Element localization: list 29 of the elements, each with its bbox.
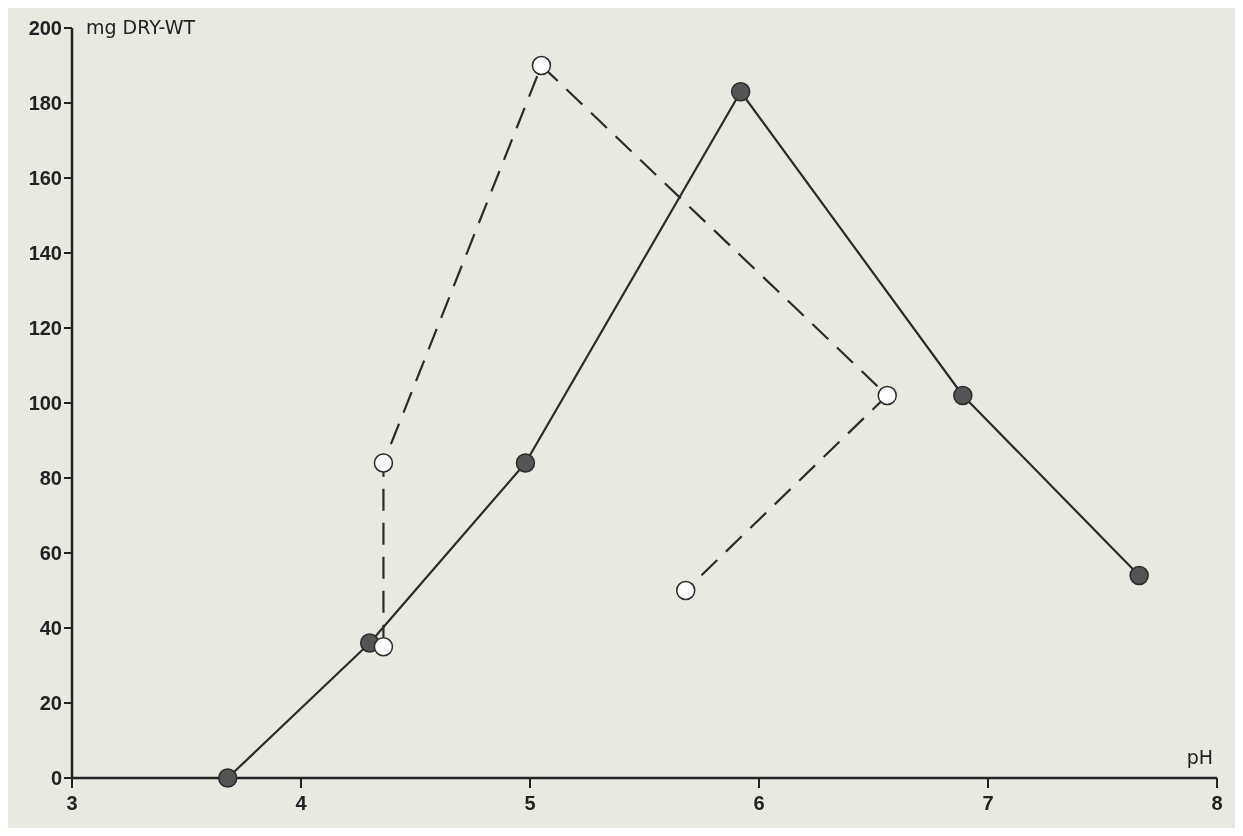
y-tick-label: 20 [39,692,62,714]
y-tick-label: 60 [39,542,62,564]
point [953,385,973,406]
point [531,55,552,76]
point [515,453,536,473]
y-tick-label: 40 [39,617,62,639]
y-axis-title: mg DRY-WT [86,16,196,38]
y-tick-label: 160 [28,167,62,189]
x-tick-label: 3 [66,792,78,814]
point [1129,565,1149,586]
x-tick-label: 4 [295,792,308,814]
y-tick-label: 180 [28,92,62,114]
point [730,82,751,102]
y-tick-label: 200 [28,17,62,39]
point [217,768,238,788]
y-tick-label: 140 [28,242,62,264]
x-tick-label: 5 [524,792,536,814]
point [373,453,394,473]
x-tick-label: 6 [753,792,765,814]
y-tick-label: 100 [28,392,62,414]
y-tick-label: 80 [39,467,62,489]
x-axis-title: pH [1186,746,1213,768]
x-tick-label: 7 [982,792,994,814]
point [675,580,696,601]
point [877,385,897,406]
y-tick-label: 0 [50,767,62,789]
x-tick-label: 8 [1211,792,1223,814]
point [373,637,394,657]
y-tick-label: 120 [28,317,62,339]
